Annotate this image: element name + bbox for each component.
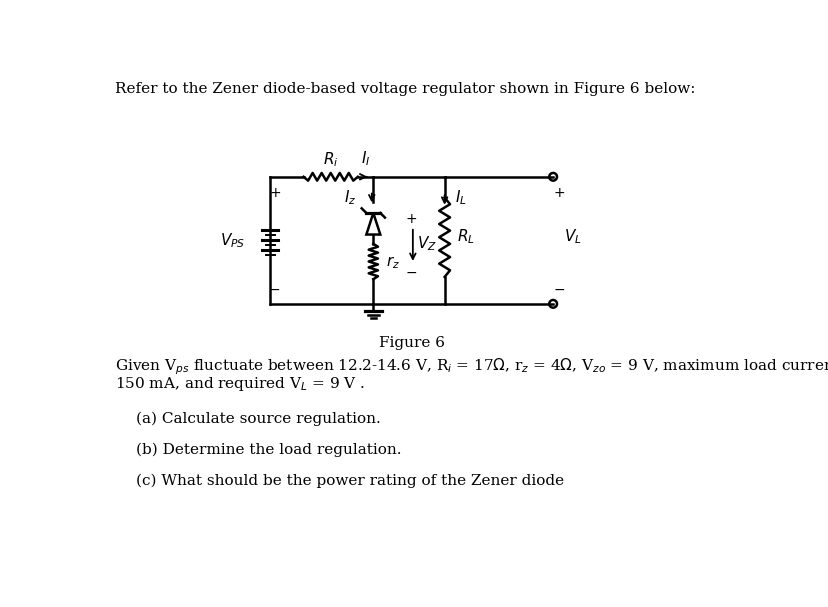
Text: $V_Z$: $V_Z$ <box>417 234 437 253</box>
Text: $V_{PS}$: $V_{PS}$ <box>220 231 245 249</box>
Text: +: + <box>405 212 416 226</box>
Text: +: + <box>553 186 565 200</box>
Text: Figure 6: Figure 6 <box>378 336 444 350</box>
Text: (c) What should be the power rating of the Zener diode: (c) What should be the power rating of t… <box>136 473 564 487</box>
Text: +: + <box>269 186 281 200</box>
Text: Given V$_{ps}$ fluctuate between 12.2-14.6 V, R$_{i}$ = 17$\Omega$, r$_{z}$ = 4$: Given V$_{ps}$ fluctuate between 12.2-14… <box>115 356 828 377</box>
Text: $V_L$: $V_L$ <box>563 228 581 246</box>
Text: $I_L$: $I_L$ <box>455 188 467 207</box>
Text: $I_z$: $I_z$ <box>344 188 356 207</box>
Text: $-$: $-$ <box>405 265 416 279</box>
Text: $R_L$: $R_L$ <box>456 228 474 246</box>
Text: $I_I$: $I_I$ <box>360 149 370 168</box>
Text: Refer to the Zener diode-based voltage regulator shown in Figure 6 below:: Refer to the Zener diode-based voltage r… <box>115 82 695 96</box>
Text: $R_i$: $R_i$ <box>323 151 338 169</box>
Polygon shape <box>366 213 380 234</box>
Text: (a) Calculate source regulation.: (a) Calculate source regulation. <box>136 412 380 426</box>
Text: $-$: $-$ <box>552 282 565 296</box>
Text: (b) Determine the load regulation.: (b) Determine the load regulation. <box>136 443 402 457</box>
Text: $-$: $-$ <box>267 282 280 296</box>
Text: $r_z$: $r_z$ <box>385 255 399 271</box>
Text: 150 mA, and required V$_{L}$ = 9 V .: 150 mA, and required V$_{L}$ = 9 V . <box>115 376 365 393</box>
